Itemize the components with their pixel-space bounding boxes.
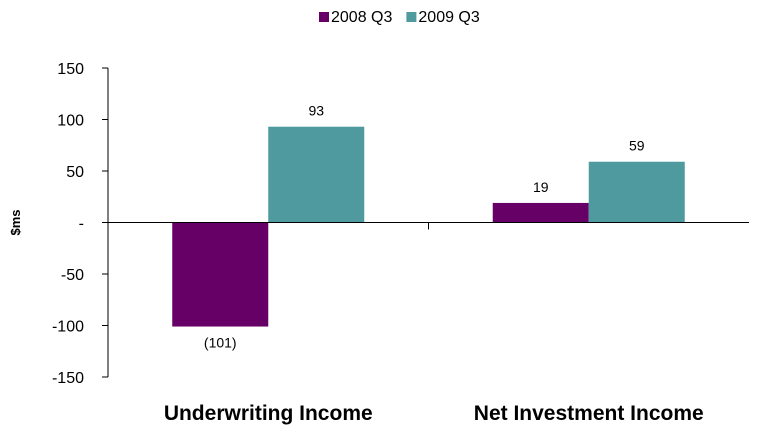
legend-label: 2008 Q3 [331,9,392,26]
bar [588,161,685,223]
legend-label: 2009 Q3 [418,9,479,26]
category-labels: Underwriting Income Net Investment Income [164,402,704,425]
y-axis-ticks: 150 100 50 - -50 -100 -150 [52,61,108,387]
legend-swatch [319,12,329,22]
data-labels: (101) 93 19 59 [204,103,645,351]
y-tick-label: -100 [52,319,84,336]
bar [172,222,269,327]
y-tick-label: 100 [57,113,84,130]
y-tick-label: -50 [61,267,84,284]
legend: 2008 Q3 2009 Q3 [319,9,480,26]
category-label: Net Investment Income [474,402,704,425]
y-tick-label: 50 [66,164,84,181]
y-tick-label: -150 [52,370,84,387]
data-label: 93 [308,103,324,119]
data-label: 19 [533,179,549,195]
data-label: 59 [629,138,645,154]
bar [268,126,365,223]
data-label: (101) [204,335,237,351]
y-tick-label: 150 [57,61,84,78]
y-tick-label: - [79,216,84,233]
bars-group [172,126,685,327]
bar [492,202,589,223]
y-axis-title: $ms [8,209,23,235]
legend-swatch [406,12,417,22]
category-label: Underwriting Income [164,402,373,425]
